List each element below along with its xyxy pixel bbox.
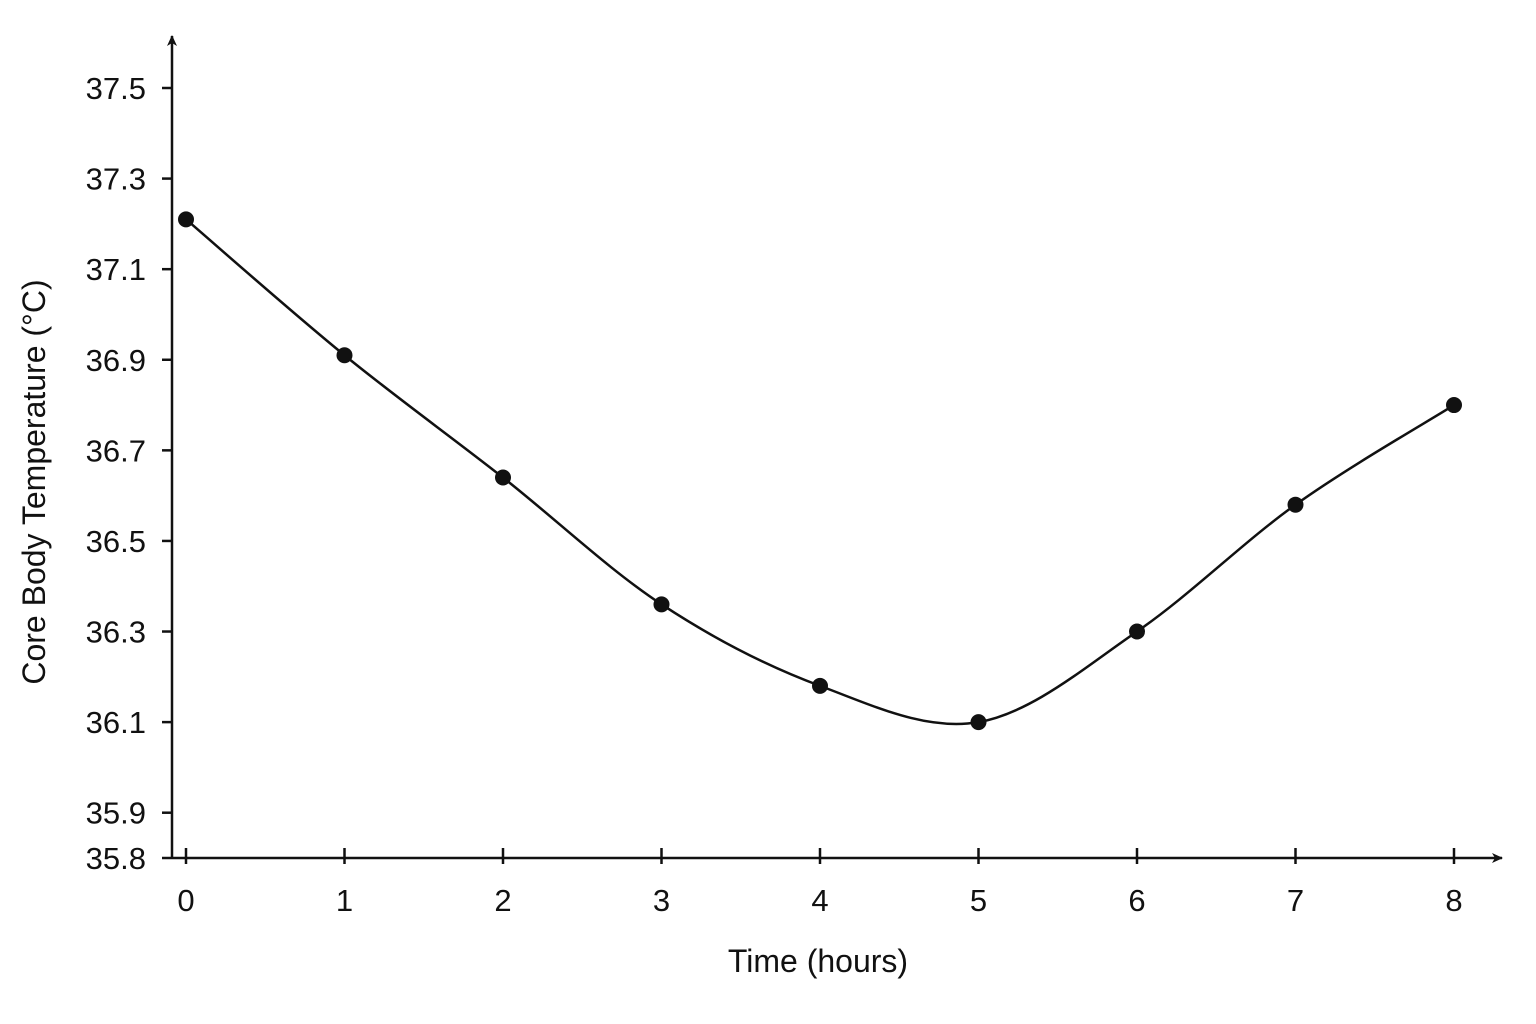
- x-tick-label: 0: [177, 883, 194, 918]
- y-tick-label: 36.7: [86, 433, 146, 468]
- y-tick-label: 36.9: [86, 343, 146, 378]
- data-points: [178, 211, 1462, 731]
- y-tick-label: 37.5: [86, 71, 146, 106]
- y-axis-ticks: 35.8 35.9 36.1 36.3 36.5 36.7 36.9 37.1 37.3 37.5: [86, 71, 172, 876]
- data-point: [653, 596, 670, 613]
- temperature-series-line: [185, 218, 1455, 726]
- y-tick-label: 35.8: [86, 841, 146, 876]
- y-tick-label: 36.5: [86, 524, 146, 559]
- x-axis-ticks: 0 1 2 3 4 5 6 7 8: [177, 848, 1463, 918]
- x-tick-label: 6: [1128, 883, 1145, 918]
- y-axis-title: Core Body Temperature (°C): [16, 279, 52, 684]
- data-point: [1446, 397, 1462, 414]
- x-tick-label: 8: [1445, 883, 1462, 918]
- x-tick-label: 3: [653, 883, 670, 918]
- x-tick-label: 5: [970, 883, 987, 918]
- x-tick-label: 1: [336, 883, 353, 918]
- x-tick-label: 2: [494, 883, 511, 918]
- data-point: [1129, 623, 1145, 640]
- y-tick-label: 37.3: [86, 162, 146, 197]
- data-point: [178, 211, 194, 228]
- data-point: [1287, 496, 1304, 513]
- y-tick-label: 37.1: [86, 252, 146, 287]
- y-tick-label: 35.9: [86, 796, 146, 831]
- x-tick-label: 7: [1287, 883, 1304, 918]
- y-tick-label: 36.1: [86, 705, 146, 740]
- y-tick-label: 36.3: [86, 615, 146, 650]
- data-point: [970, 714, 987, 731]
- data-point: [495, 469, 511, 486]
- x-tick-label: 4: [811, 883, 828, 918]
- data-point: [812, 677, 828, 694]
- data-point: [336, 347, 353, 364]
- x-axis-title: Time (hours): [728, 943, 908, 979]
